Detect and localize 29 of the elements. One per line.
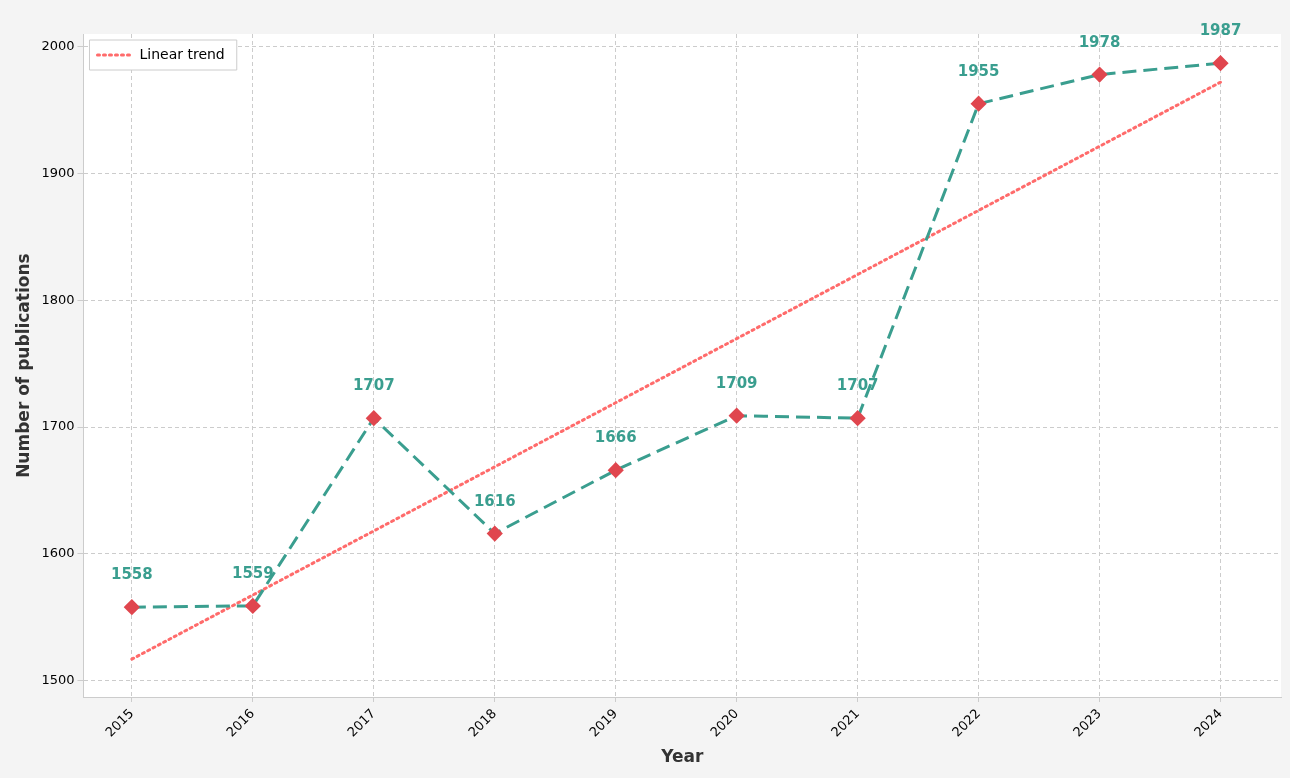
data-label: 1707 bbox=[352, 376, 395, 395]
legend-label: Linear trend bbox=[139, 45, 225, 62]
point bbox=[366, 410, 382, 426]
data-label: 1978 bbox=[1078, 32, 1121, 51]
point bbox=[487, 526, 503, 542]
y-tick-label: 1900 bbox=[41, 164, 75, 180]
point bbox=[1092, 67, 1108, 83]
y-tick-label: 2000 bbox=[41, 38, 75, 54]
data-label: 1955 bbox=[957, 61, 1000, 80]
data-label: 1709 bbox=[715, 373, 758, 392]
point bbox=[729, 408, 745, 424]
point bbox=[971, 96, 987, 112]
y-tick-label: 1800 bbox=[41, 291, 75, 307]
data-label: 1987 bbox=[1199, 21, 1242, 40]
data-label: 1707 bbox=[836, 376, 879, 395]
point bbox=[608, 462, 624, 478]
data-label: 1558 bbox=[110, 565, 153, 584]
y-axis-title: Number of publications bbox=[12, 253, 33, 478]
data-label: 1616 bbox=[473, 491, 516, 510]
point bbox=[245, 598, 261, 614]
point bbox=[124, 599, 140, 615]
data-label: 1559 bbox=[231, 563, 274, 582]
x-axis-title: Year bbox=[660, 746, 704, 767]
data-label: 1666 bbox=[594, 428, 637, 447]
point bbox=[850, 410, 866, 426]
y-tick-label: 1700 bbox=[41, 418, 75, 434]
y-tick-label: 1600 bbox=[41, 545, 75, 561]
point bbox=[1213, 55, 1229, 71]
y-tick-label: 1500 bbox=[41, 672, 75, 688]
